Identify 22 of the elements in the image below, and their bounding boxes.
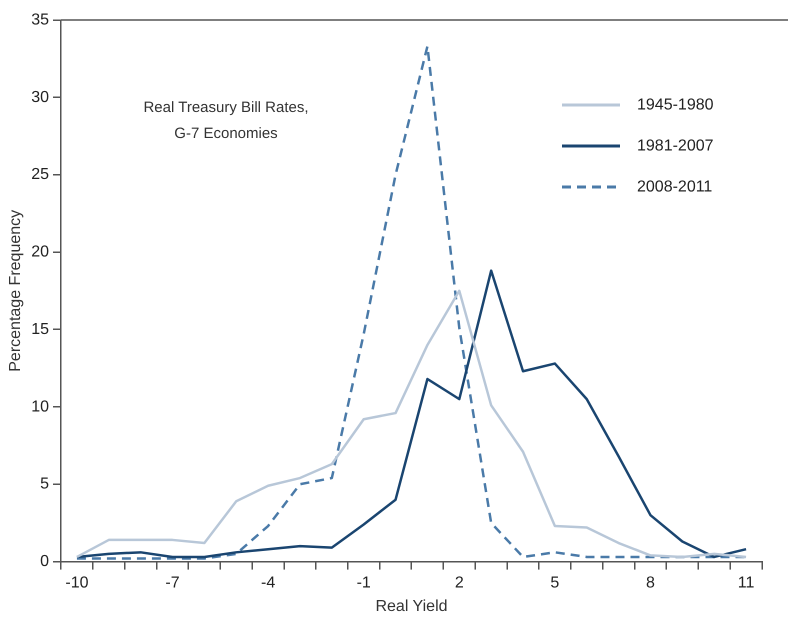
y-tick-label: 10: [31, 398, 50, 416]
legend-label: 1981-2007: [637, 137, 714, 154]
y-axis-title: Percentage Frequency: [7, 210, 24, 372]
x-tick-label: -1: [356, 574, 371, 592]
y-tick-label: 15: [31, 320, 50, 338]
y-tick-label: 20: [31, 244, 50, 261]
text: Real Treasury Bill Rates, G-7 Economies: [143, 99, 309, 142]
x-tick-label: -4: [260, 574, 276, 592]
y-tick-label: 5: [40, 476, 50, 493]
legend-label: 1945-1980: [637, 96, 714, 114]
x-tick-label: 8: [646, 574, 656, 592]
y-tick-label: 0: [40, 553, 50, 570]
legend-label: 2008-2011: [637, 178, 712, 196]
x-tick-label: 2: [454, 574, 464, 592]
x-tick-label: -7: [165, 574, 180, 592]
x-tick-label: 5: [550, 574, 560, 592]
y-tick-label: 25: [31, 166, 50, 184]
y-tick-label: 35: [31, 11, 50, 28]
x-axis-title: Real Yield: [375, 598, 448, 615]
x-tick-label: -10: [65, 574, 89, 592]
y-tick-label: 30: [31, 88, 50, 106]
x-tick-label: 11: [738, 574, 754, 592]
